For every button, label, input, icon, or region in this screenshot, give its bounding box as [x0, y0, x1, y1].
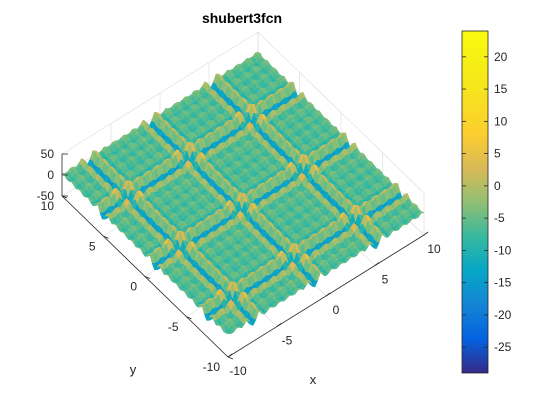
- y-tick-label: 0: [130, 280, 137, 294]
- x-tick-mark: [423, 231, 429, 236]
- x-tick-mark: [276, 323, 282, 327]
- colorbar-tick-label: 0: [494, 179, 501, 193]
- x-tick-label: 10: [427, 242, 441, 256]
- y-tick-mark: [227, 356, 234, 360]
- y-axis-label: y: [130, 362, 137, 377]
- colorbar-gradient: [461, 30, 489, 374]
- colorbar-tick-label: 20: [494, 50, 508, 64]
- colorbar-tick-label: -15: [494, 276, 512, 290]
- colorbar-tick-label: 5: [494, 147, 501, 161]
- colorbar-tick-label: 15: [494, 82, 508, 96]
- z-tick-label: -50: [37, 189, 55, 203]
- colorbar-tick-label: 10: [494, 114, 508, 128]
- y-tick-label: -10: [203, 360, 221, 374]
- x-axis-label: x: [310, 372, 317, 387]
- colorbar-tick-label: -5: [494, 211, 505, 225]
- surface-plot: [61, 51, 425, 335]
- y-tick-label: -5: [168, 320, 179, 334]
- x-tick-label: 5: [382, 273, 389, 287]
- x-tick-label: -10: [229, 364, 247, 378]
- colorbar-tick-label: -20: [494, 308, 512, 322]
- x-tick-mark: [374, 262, 380, 266]
- colorbar: 20 15 10 5 0 -5 -10 -15 -20 -25: [461, 30, 512, 374]
- wall-grid-line: [61, 31, 259, 155]
- z-tick-label: 0: [47, 168, 54, 182]
- x-tick-mark: [325, 292, 331, 297]
- x-tick-label: -5: [282, 334, 293, 348]
- wall-grid-line: [257, 31, 425, 194]
- x-tick-mark: [227, 353, 233, 358]
- x-tick-label: 0: [333, 303, 340, 317]
- z-tick-label: 50: [41, 147, 55, 161]
- y-tick-label: 5: [89, 239, 96, 253]
- colorbar-tick-label: -25: [494, 340, 512, 354]
- colorbar-tick-label: -10: [494, 243, 512, 257]
- chart-title: shubert3fcn: [202, 10, 282, 26]
